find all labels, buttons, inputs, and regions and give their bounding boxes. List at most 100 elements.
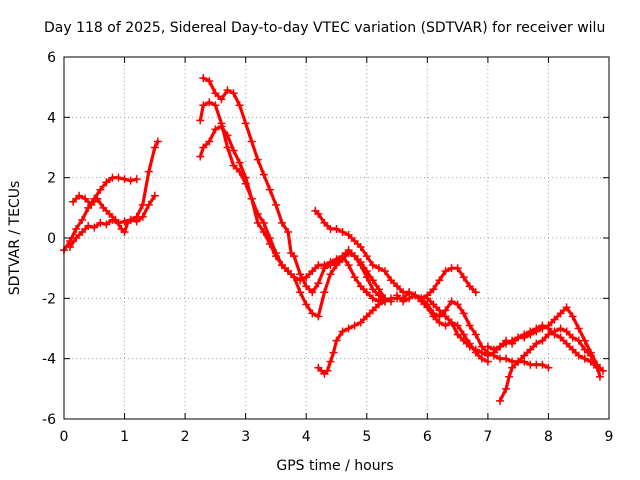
data-point-plus-marker xyxy=(502,384,511,393)
data-point-plus-marker xyxy=(350,252,359,261)
data-point-plus-marker xyxy=(229,146,238,155)
data-point-plus-marker xyxy=(374,285,383,294)
data-point-plus-marker xyxy=(259,170,268,179)
data-point-plus-marker xyxy=(368,294,377,303)
data-point-plus-marker xyxy=(126,215,135,224)
data-point-plus-marker xyxy=(508,339,517,348)
data-point-plus-marker xyxy=(93,194,102,203)
data-point-plus-marker xyxy=(69,197,78,206)
data-point-plus-marker xyxy=(102,178,111,187)
data-point-plus-marker xyxy=(592,363,601,372)
data-point-plus-marker xyxy=(550,315,559,324)
data-point-plus-marker xyxy=(296,276,305,285)
data-point-plus-marker xyxy=(329,348,338,357)
y-tick-label: -2 xyxy=(42,291,56,307)
data-point-plus-marker xyxy=(550,330,559,339)
data-point-plus-marker xyxy=(496,342,504,351)
data-point-plus-marker xyxy=(326,258,335,267)
data-point-plus-marker xyxy=(144,167,153,176)
data-point-plus-marker xyxy=(271,200,280,209)
data-point-plus-marker xyxy=(284,227,293,236)
data-point-plus-marker xyxy=(595,372,604,381)
data-point-plus-marker xyxy=(586,357,595,366)
data-point-plus-marker xyxy=(459,309,468,318)
data-point-plus-marker xyxy=(150,191,159,200)
data-point-plus-marker xyxy=(538,336,547,345)
data-point-plus-marker xyxy=(356,258,365,267)
data-point-plus-marker xyxy=(459,273,468,282)
data-point-plus-marker xyxy=(574,324,583,333)
data-point-plus-marker xyxy=(205,137,214,146)
data-point-plus-marker xyxy=(562,327,571,336)
data-point-plus-marker xyxy=(290,273,299,282)
data-point-plus-marker xyxy=(344,249,353,258)
data-point-plus-marker xyxy=(502,336,511,345)
data-point-plus-marker xyxy=(338,252,347,261)
data-point-plus-marker xyxy=(393,291,402,300)
x-tick-label: 7 xyxy=(483,429,492,445)
data-point-plus-marker xyxy=(368,276,377,285)
data-point-plus-marker xyxy=(253,155,262,164)
data-point-plus-marker xyxy=(126,176,135,185)
data-point-plus-marker xyxy=(562,303,571,312)
grid-layer xyxy=(64,57,609,419)
data-point-plus-marker xyxy=(362,252,371,261)
data-point-plus-marker xyxy=(308,288,317,297)
data-point-plus-marker xyxy=(429,309,438,318)
data-point-plus-marker xyxy=(235,158,244,167)
data-point-plus-marker xyxy=(344,230,353,239)
series-arc-k xyxy=(496,324,607,405)
data-point-plus-marker xyxy=(223,86,232,95)
data-point-plus-marker xyxy=(199,101,208,110)
data-point-plus-marker xyxy=(296,288,305,297)
data-point-plus-marker xyxy=(323,366,332,375)
data-point-plus-marker xyxy=(556,324,565,333)
data-point-plus-marker xyxy=(96,185,105,194)
data-point-plus-marker xyxy=(326,357,335,366)
data-point-plus-marker xyxy=(332,255,341,264)
x-tick-label: 8 xyxy=(544,429,553,445)
data-point-plus-marker xyxy=(223,143,232,152)
data-point-plus-marker xyxy=(72,234,81,242)
data-point-plus-marker xyxy=(435,276,444,285)
data-point-plus-marker xyxy=(580,354,589,363)
data-point-plus-marker xyxy=(514,333,523,342)
data-point-plus-marker xyxy=(447,318,456,327)
series-line xyxy=(313,209,478,300)
data-point-plus-marker xyxy=(514,357,523,366)
data-point-plus-marker xyxy=(441,312,450,321)
data-point-plus-marker xyxy=(132,175,141,184)
data-point-plus-marker xyxy=(453,321,462,330)
data-point-plus-marker xyxy=(320,288,329,297)
x-axis-label: GPS time / hours xyxy=(276,458,393,474)
data-point-plus-marker xyxy=(78,227,87,236)
data-point-plus-marker xyxy=(138,200,147,209)
x-tick-label: 5 xyxy=(362,429,371,445)
data-point-plus-marker xyxy=(429,300,438,309)
data-point-plus-marker xyxy=(350,321,359,330)
series-arc-f xyxy=(196,122,389,306)
series-layer xyxy=(60,74,607,405)
data-point-plus-marker xyxy=(81,194,90,203)
data-point-plus-marker xyxy=(332,224,341,233)
data-point-plus-marker xyxy=(362,312,371,321)
data-point-plus-marker xyxy=(229,89,238,98)
data-point-plus-marker xyxy=(350,237,359,246)
data-point-plus-marker xyxy=(526,345,535,354)
data-point-plus-marker xyxy=(308,309,317,318)
chart-title: Day 118 of 2025, Sidereal Day-to-day VTE… xyxy=(44,20,605,36)
data-point-plus-marker xyxy=(568,312,577,321)
data-point-plus-marker xyxy=(568,345,577,354)
data-point-plus-marker xyxy=(483,342,492,351)
data-point-plus-marker xyxy=(387,276,395,285)
data-point-plus-marker xyxy=(66,243,75,252)
y-tick-label: 4 xyxy=(47,110,56,126)
data-point-plus-marker xyxy=(368,261,377,270)
data-point-plus-marker xyxy=(520,351,529,360)
data-point-plus-marker xyxy=(356,318,365,327)
data-point-plus-marker xyxy=(374,300,383,309)
data-point-plus-marker xyxy=(72,224,81,233)
data-point-plus-marker xyxy=(153,137,162,146)
